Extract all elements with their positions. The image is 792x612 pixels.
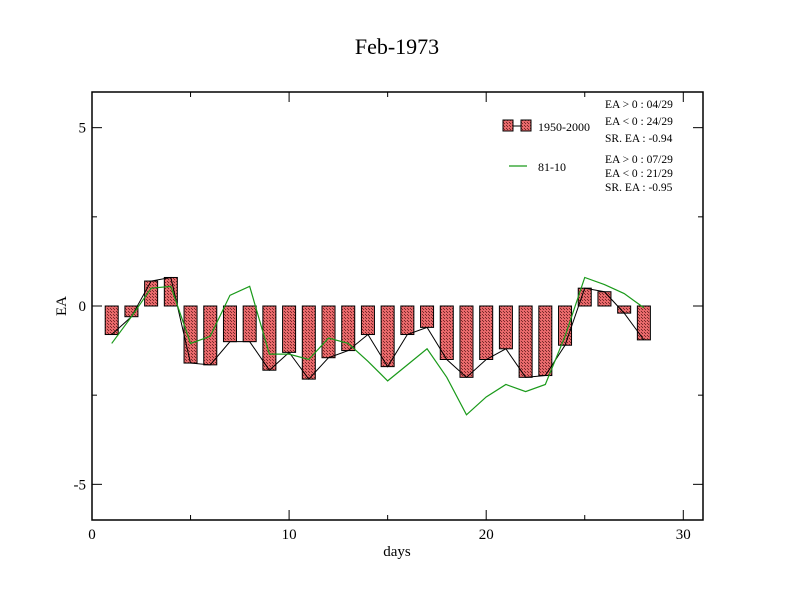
stat-line: EA > 0 : 07/29 [605,154,673,166]
y-tick-label: 5 [79,121,87,137]
axes-group: 0 10 20 30 -5 0 5 [74,92,703,543]
bar-1950-2000 [183,305,198,364]
stat-line: SR. EA : -0.95 [605,182,673,194]
bar-1950-2000 [282,305,297,353]
legend-label-81-10: 81-10 [538,160,566,174]
bar-1950-2000 [617,305,632,314]
legend: 1950-2000 81-10 [502,119,590,174]
y-axis-label: EA [54,296,70,316]
x-axis-label: days [383,544,411,560]
x-tick-label: 30 [676,527,691,543]
legend-label-1950-2000: 1950-2000 [538,120,590,134]
x-tick-label: 0 [88,527,96,543]
bar-1950-2000 [558,305,573,346]
bar-1950-2000 [380,305,395,368]
bar-1950-2000 [144,280,159,307]
legend-bar-swatch-right [520,119,532,132]
bars-group [104,276,651,380]
bar-1950-2000 [360,305,375,336]
chart-title: Feb-1973 [355,34,439,59]
y-tick-label: -5 [74,477,87,493]
x-tick-label: 10 [282,527,297,543]
lines-group [111,276,645,416]
series-line-81-10 [111,276,645,416]
bar-1950-2000 [479,305,494,360]
bar-1950-2000 [538,305,553,377]
stat-line: EA > 0 : 04/29 [605,99,673,111]
stat-line: EA < 0 : 24/29 [605,116,673,128]
stat-line: EA < 0 : 21/29 [605,168,673,180]
bar-1950-2000 [518,305,533,378]
bar-1950-2000 [163,276,178,307]
bar-1950-2000 [242,305,257,343]
stat-line: SR. EA : -0.94 [605,133,673,145]
x-tick-label: 20 [479,527,494,543]
bar-1950-2000 [301,305,316,380]
bar-1950-2000 [459,305,474,378]
stats-block: EA > 0 : 04/29 EA < 0 : 24/29 SR. EA : -… [605,99,673,194]
bar-1950-2000 [321,305,336,359]
y-tick-label: 0 [79,299,87,315]
bar-1950-2000 [636,305,651,341]
bar-1950-2000 [498,305,513,350]
bar-1950-2000 [222,305,237,343]
bar-1950-2000 [400,305,415,336]
legend-bar-swatch-left [502,119,514,132]
bar-1950-2000 [420,305,435,328]
bar-1950-2000 [597,291,612,307]
